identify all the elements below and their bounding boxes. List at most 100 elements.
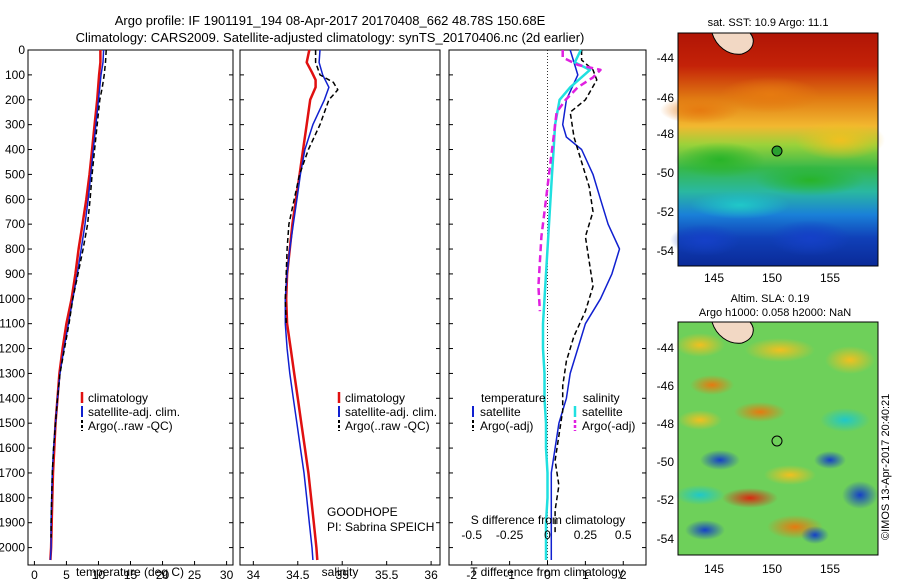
- imos-timestamp: ©IMOS 13-Apr-2017 20:40:21: [880, 393, 892, 540]
- depth-tick-label: 1300: [0, 366, 25, 380]
- argo-float-marker: [771, 435, 783, 447]
- x-tick-label: 36: [424, 568, 438, 580]
- temperature-lines: [49, 49, 107, 561]
- legend-label-satellite-adj: satellite-adj. clim.: [88, 405, 180, 419]
- legend-label-s-argo: Argo(-adj): [582, 419, 635, 433]
- axis-ticks: 0100200300400500600700800900100011001200…: [0, 43, 646, 580]
- depth-tick-label: 900: [5, 267, 25, 281]
- difference-lines: [537, 49, 621, 560]
- x-tick-label: -2: [466, 568, 477, 580]
- depth-tick-label: 700: [5, 217, 25, 231]
- depth-tick-label: 2000: [0, 541, 25, 555]
- sla-lat-tick: -48: [657, 417, 675, 431]
- x-tick-label: 1: [582, 568, 589, 580]
- temperature-axis-label: temperature (deg C): [76, 565, 184, 579]
- x-tick-label: 35.5: [375, 568, 399, 580]
- sst-map-axes: -44 -46 -48 -50 -52 -54 145 150 155: [657, 51, 841, 285]
- legend-label-t-argo: Argo(-adj): [480, 419, 533, 433]
- x-tick-label: 30: [220, 568, 234, 580]
- depth-tick-label: 300: [5, 118, 25, 132]
- sla-map-axes: -44 -46 -48 -50 -52 -54 145 150 155: [657, 341, 841, 576]
- legend-label-climatology: climatology: [88, 391, 148, 405]
- depth-tick-label: 100: [5, 68, 25, 82]
- figure-title-line-1: Argo profile: IF 1901191_194 08-Apr-2017…: [114, 13, 546, 28]
- temperature-legend: climatology satellite-adj. clim. Argo(..…: [80, 391, 180, 433]
- sst-lat-tick: -50: [657, 166, 675, 180]
- argo-float-marker: [771, 145, 783, 157]
- series-line-argo-adj-: [537, 50, 602, 312]
- depth-tick-label: 1000: [0, 292, 25, 306]
- legend-label-s-satellite: satellite: [582, 405, 623, 419]
- depth-tick-label: 600: [5, 192, 25, 206]
- depth-tick-label: 400: [5, 143, 25, 157]
- depth-tick-label: 1900: [0, 516, 25, 530]
- sla-map-title-line-1: Altim. SLA: 0.19: [731, 293, 810, 305]
- series-line-satellite: [541, 49, 592, 560]
- salinity-axis-label: salinity: [322, 565, 359, 579]
- sst-map-title: sat. SST: 10.9 Argo: 11.1: [708, 17, 829, 29]
- sla-lon-tick: 155: [820, 562, 840, 576]
- sst-lon-tick: 150: [762, 271, 782, 285]
- legend-label-t-satellite: satellite: [480, 405, 521, 419]
- s-difference-axis-label: S difference from climatology: [471, 513, 626, 527]
- legend-head-temperature: temperature: [481, 391, 546, 405]
- sst-lat-tick: -44: [657, 51, 675, 65]
- depth-tick-label: 200: [5, 93, 25, 107]
- sla-lon-tick: 145: [704, 562, 724, 576]
- depth-tick-label: 1100: [0, 317, 25, 331]
- s-difference-tick-label: 0: [544, 528, 551, 542]
- series-line-argo-raw-qc-: [284, 50, 339, 324]
- x-tick-label: 0: [544, 568, 551, 580]
- sst-map: [660, 32, 885, 267]
- principal-investigator: PI: Sabrina SPEICH: [327, 520, 434, 534]
- x-tick-label: 35: [336, 568, 350, 580]
- depth-tick-label: 1200: [0, 342, 25, 356]
- sla-map-title-line-2: Argo h1000: 0.058 h2000: NaN: [699, 307, 851, 319]
- x-tick-label: 0: [31, 568, 38, 580]
- x-tick-label: 15: [124, 568, 138, 580]
- sst-lat-tick: -46: [657, 91, 675, 105]
- sst-lat-tick: -54: [657, 244, 675, 258]
- legend-label-argo: Argo(..raw -QC): [345, 419, 430, 433]
- legend-label-climatology: climatology: [345, 391, 405, 405]
- x-tick-label: 10: [92, 568, 106, 580]
- series-line-argo-adj-: [554, 50, 598, 536]
- sla-lon-tick: 150: [762, 562, 782, 576]
- depth-tick-label: 1400: [0, 391, 25, 405]
- depth-tick-label: 1600: [0, 441, 25, 455]
- salinity-lines: [284, 49, 339, 561]
- s-difference-tick-label: -0.5: [461, 528, 482, 542]
- depth-tick-label: 800: [5, 242, 25, 256]
- sla-lat-tick: -44: [657, 341, 675, 355]
- project-name: GOODHOPE: [327, 505, 398, 519]
- temperature-panel-frame: [27, 49, 234, 566]
- t-difference-axis-label: T difference from climatology: [470, 565, 624, 579]
- sla-lat-tick: -52: [657, 493, 675, 507]
- depth-tick-label: 1800: [0, 491, 25, 505]
- sla-lat-tick: -46: [657, 379, 675, 393]
- difference-legend: temperature salinity satellite Argo(-adj…: [472, 391, 635, 433]
- s-difference-tick-label: 0.5: [615, 528, 632, 542]
- x-tick-label: 2: [620, 568, 627, 580]
- sst-lon-tick: 155: [820, 271, 840, 285]
- legend-head-salinity: salinity: [583, 391, 620, 405]
- depth-tick-label: 500: [5, 167, 25, 181]
- x-tick-label: 5: [63, 568, 70, 580]
- figure-title-line-2: Climatology: CARS2009. Satellite-adjuste…: [75, 30, 585, 45]
- series-line-satellite: [550, 49, 621, 560]
- salinity-legend: climatology satellite-adj. clim. Argo(..…: [337, 391, 437, 433]
- legend-label-satellite-adj: satellite-adj. clim.: [345, 405, 437, 419]
- salinity-panel-frame: [239, 49, 441, 566]
- legend-label-argo: Argo(..raw -QC): [88, 419, 173, 433]
- sst-lat-tick: -48: [657, 127, 675, 141]
- depth-tick-label: 1700: [0, 466, 25, 480]
- x-tick-label: -1: [504, 568, 515, 580]
- depth-tick-label: 1500: [0, 416, 25, 430]
- s-difference-tick-label: 0.25: [574, 528, 598, 542]
- x-tick-label: 20: [156, 568, 170, 580]
- sla-map: [675, 321, 879, 556]
- sla-lat-tick: -50: [657, 455, 675, 469]
- depth-tick-label: 0: [18, 43, 25, 57]
- x-tick-label: 25: [188, 568, 202, 580]
